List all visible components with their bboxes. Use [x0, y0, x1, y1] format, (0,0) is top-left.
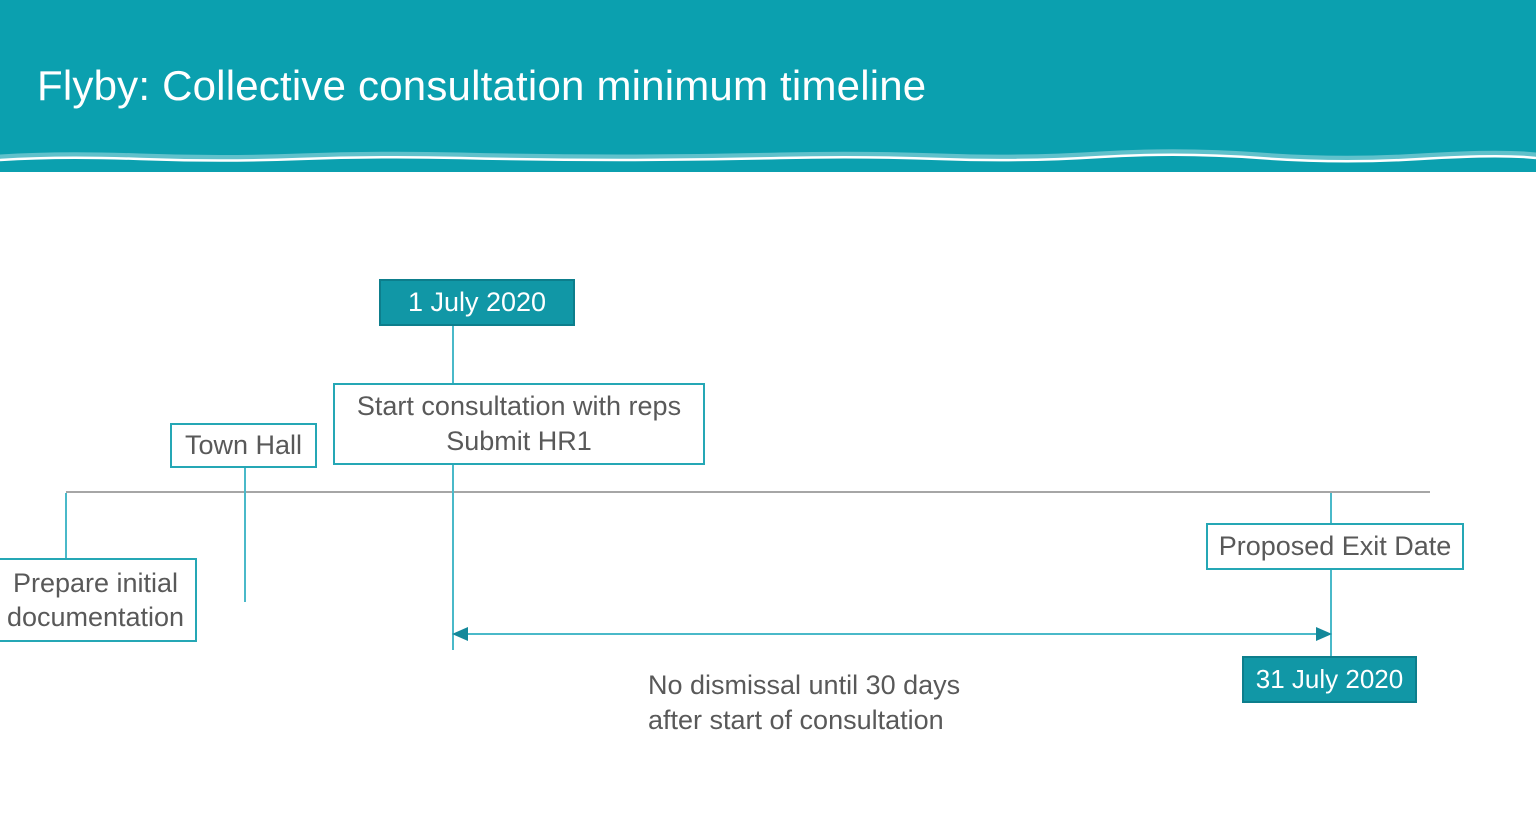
duration-arrow [452, 627, 1332, 641]
connector-line-town-hall [244, 468, 246, 602]
town-hall-label: Town Hall [184, 430, 303, 460]
no-dismissal-note: No dismissal until 30 days after start o… [648, 668, 960, 738]
timeline-axis [66, 491, 1430, 493]
prepare-line2: documentation [6, 602, 185, 632]
no-dismissal-note-line1: No dismissal until 30 days [648, 670, 961, 700]
start-consultation-box: Start consultation with reps Submit HR1 [333, 383, 705, 465]
connector-line-start-consultation [452, 464, 454, 650]
proposed-exit-label: Proposed Exit Date [1218, 531, 1452, 561]
connector-line-prepare [65, 493, 67, 558]
connector-line-proposed-exit-bottom [1330, 570, 1332, 656]
page-title: Flyby: Collective consultation minimum t… [37, 62, 927, 109]
prepare-documentation-box: Prepare initial documentation [0, 558, 197, 642]
end-date-box: 31 July 2020 [1242, 656, 1417, 703]
end-date-label: 31 July 2020 [1255, 664, 1404, 694]
header-band: Flyby: Collective consultation minimum t… [0, 0, 1536, 172]
start-date-box: 1 July 2020 [379, 279, 575, 326]
proposed-exit-date-box: Proposed Exit Date [1206, 523, 1464, 570]
arrowhead-left-icon [452, 627, 468, 641]
connector-line-start-date [452, 325, 454, 383]
start-consultation-line2: Submit HR1 [446, 426, 592, 456]
connector-line-proposed-exit-top [1330, 493, 1332, 523]
town-hall-box: Town Hall [170, 423, 317, 468]
start-consultation-line1: Start consultation with reps [356, 391, 682, 421]
start-date-label: 1 July 2020 [407, 287, 547, 317]
prepare-line1: Prepare initial [12, 568, 179, 598]
no-dismissal-note-line2: after start of consultation [648, 705, 944, 735]
header-wave-divider [0, 149, 1536, 163]
arrowhead-right-icon [1316, 627, 1332, 641]
